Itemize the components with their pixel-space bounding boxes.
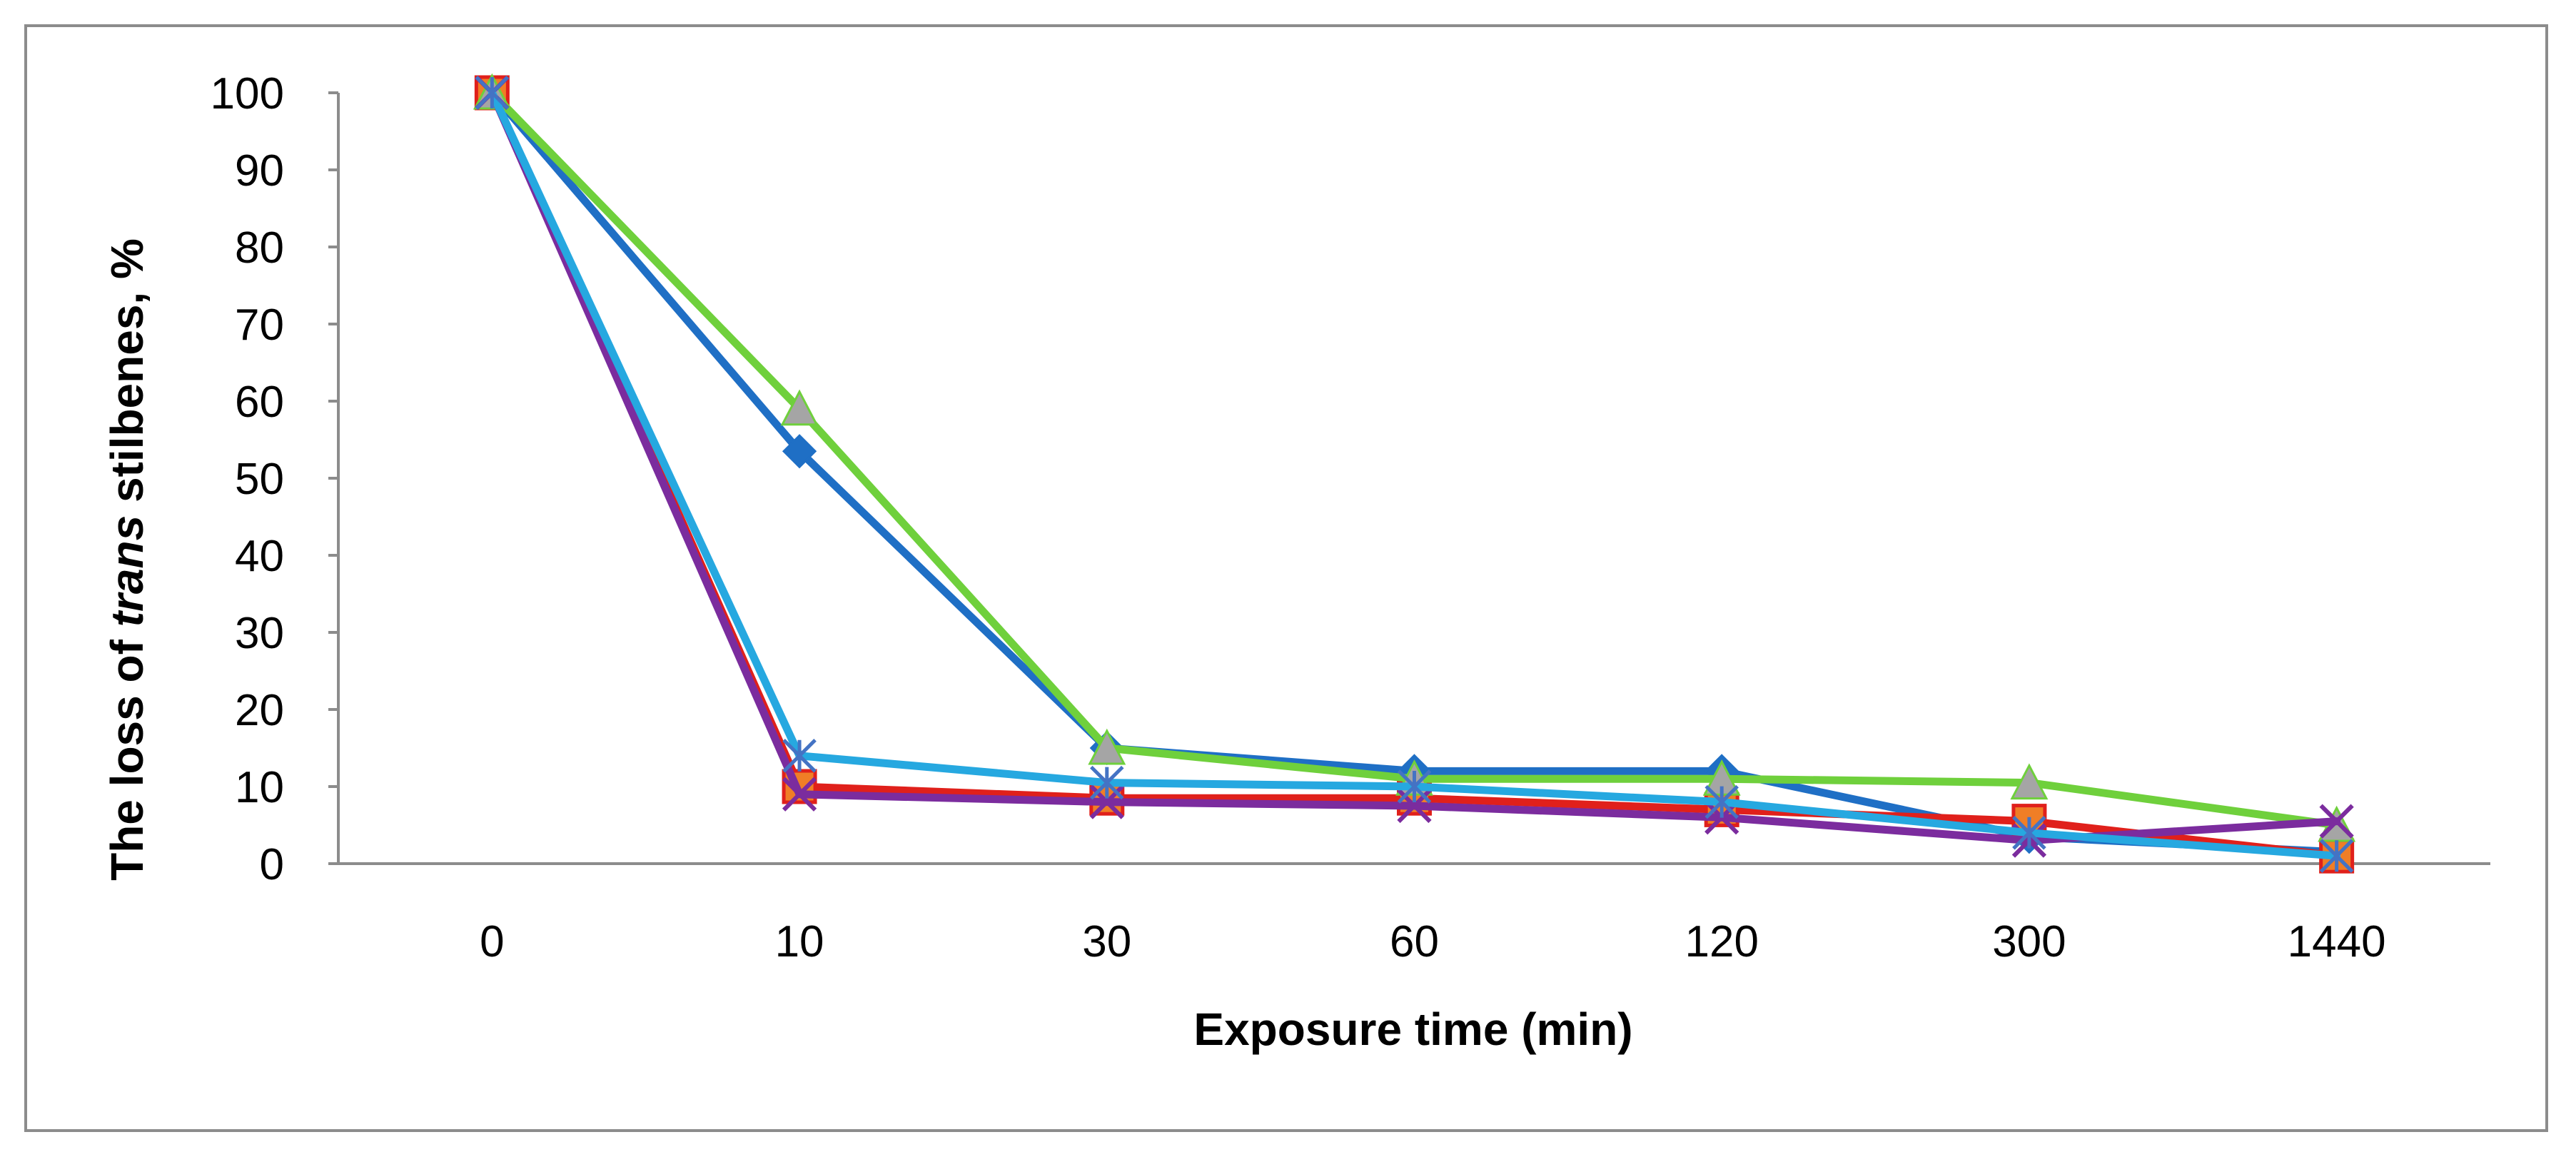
series-layer xyxy=(473,73,2356,874)
data-point xyxy=(1704,784,1739,819)
x-tick-label: 1440 xyxy=(2288,917,2386,966)
series-series-3 xyxy=(473,73,2356,842)
y-tick-label: 100 xyxy=(211,69,284,118)
data-point xyxy=(2010,763,2049,800)
series-line xyxy=(488,89,2341,860)
y-tick-label: 30 xyxy=(235,609,284,658)
data-point xyxy=(475,76,510,110)
y-tick-label: 50 xyxy=(235,455,284,504)
y-tick-label: 20 xyxy=(235,686,284,735)
x-tick-label: 300 xyxy=(1992,917,2066,966)
series-series-2 xyxy=(474,75,2355,874)
y-tick-label: 80 xyxy=(235,223,284,273)
chart-frame: 0 10 20 30 40 50 60 70 80 90 100 0 10 30 60 120 300 1440… xyxy=(24,24,2548,1132)
data-point xyxy=(2319,804,2354,839)
y-tick-label: 90 xyxy=(235,146,284,196)
series-series-4 xyxy=(475,75,2354,858)
y-tick-label: 40 xyxy=(235,532,284,581)
series-series-5 xyxy=(475,76,2354,873)
data-point xyxy=(782,434,817,469)
x-tick-label: 0 xyxy=(480,917,504,966)
y-axis-title: The loss of trans stilbenes, % xyxy=(101,238,153,881)
x-axis: 0 10 30 60 120 300 1440 xyxy=(338,862,2490,966)
x-tick-label: 120 xyxy=(1684,917,1758,966)
data-point xyxy=(782,739,817,773)
data-point xyxy=(1090,765,1124,800)
y-tick-label: 10 xyxy=(235,763,284,812)
series-line xyxy=(488,89,2341,860)
y-tick-label: 0 xyxy=(260,840,284,889)
x-axis-title: Exposure time (min) xyxy=(1193,1004,1632,1055)
y-axis-title-part-1: The loss of xyxy=(101,627,153,881)
data-point xyxy=(2012,816,2046,850)
data-point xyxy=(1397,769,1432,804)
y-axis-title-italic-part: trans xyxy=(101,515,153,627)
y-axis-title-part-3: stilbenes, % xyxy=(101,238,153,515)
data-point xyxy=(1088,728,1126,765)
series-series-1 xyxy=(475,75,2354,869)
data-point xyxy=(782,777,817,812)
series-line xyxy=(488,89,2341,857)
data-point xyxy=(2319,839,2354,873)
x-tick-label: 10 xyxy=(775,917,824,966)
x-tick-label: 60 xyxy=(1390,917,1439,966)
y-tick-label: 60 xyxy=(235,378,284,427)
series-line xyxy=(488,89,2341,845)
x-tick-label: 30 xyxy=(1082,917,1131,966)
y-tick-label: 70 xyxy=(235,300,284,350)
chart-svg: 0 10 20 30 40 50 60 70 80 90 100 0 10 30 60 120 300 1440… xyxy=(101,69,2490,1055)
data-point xyxy=(780,389,819,426)
y-axis: 0 10 20 30 40 50 60 70 80 90 100 xyxy=(211,69,340,889)
